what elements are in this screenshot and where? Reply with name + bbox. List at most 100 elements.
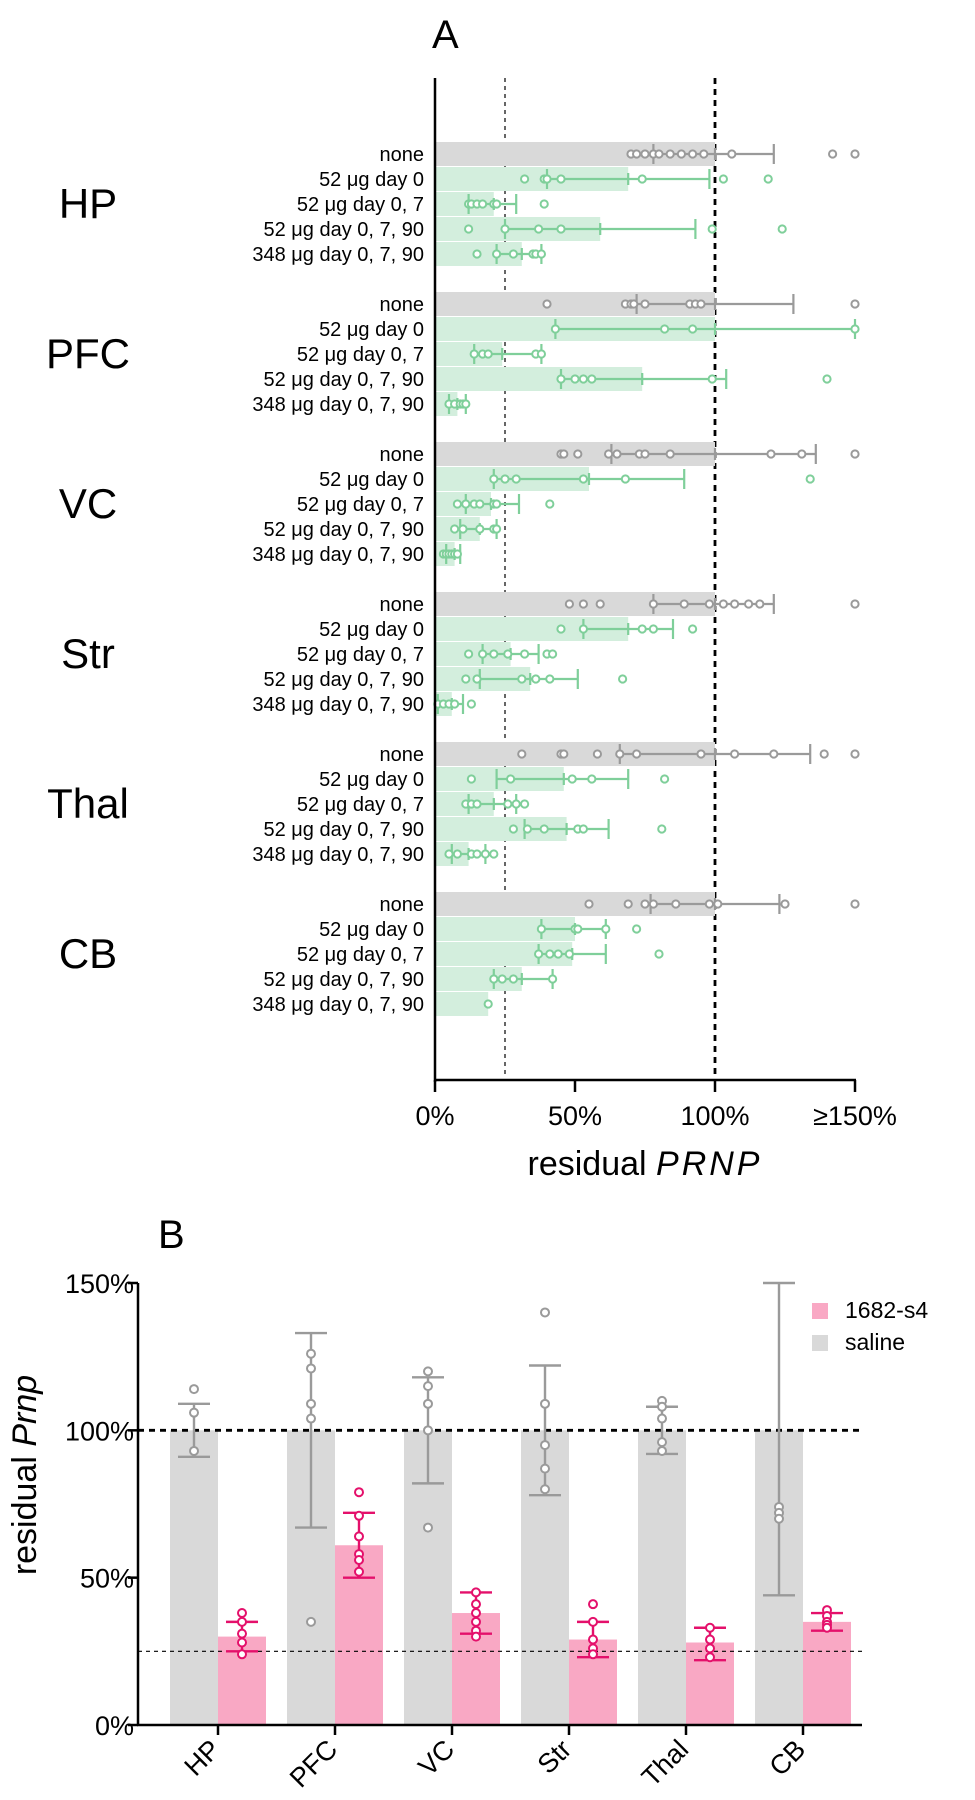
panel-b-point-treatment-VC-0 <box>471 1587 481 1598</box>
panel-a-point-Thal-3-5 <box>657 824 667 834</box>
panel-b-point-saline-PFC-4 <box>306 1616 316 1627</box>
panel-a-row-label: 52 μg day 0, 7, 90 <box>263 519 424 541</box>
panel-a-x-axis-label: residual PRNP <box>528 1145 763 1183</box>
panel-a-point-PFC-4-4 <box>461 399 471 409</box>
panel-a-point-HP-3-1 <box>500 224 510 234</box>
panel-a-point-Str-0-1 <box>578 599 589 609</box>
panel-a-point-HP-1-0 <box>520 174 530 184</box>
panel-a-point-Thal-0-8 <box>769 749 779 759</box>
panel-a-point-VC-1-2 <box>511 474 521 484</box>
panel-b-point-saline-Thal-3 <box>657 1437 667 1448</box>
panel-a-point-PFC-3-1 <box>570 374 580 384</box>
panel-a-point-VC-0-1 <box>559 449 569 459</box>
panel-a-point-Str-0-10 <box>850 599 860 609</box>
panel-a-point-VC-2-3 <box>475 499 485 509</box>
panel-b-point-treatment-Str-0 <box>588 1599 598 1610</box>
panel-a-point-Str-3-2 <box>517 674 527 684</box>
panel-a-point-Str-3-0 <box>461 674 471 684</box>
panel-a-point-VC-0-3 <box>604 449 614 459</box>
panel-a-point-PFC-0-8 <box>850 299 860 309</box>
panel-a-point-HP-0-8 <box>699 149 709 159</box>
panel-b-point-saline-VC-4 <box>423 1522 433 1533</box>
panel-b-legend-swatch-1682-s4 <box>812 1303 828 1319</box>
panel-a-point-HP-2-3 <box>478 199 488 209</box>
panel-b-point-saline-HP-1 <box>189 1407 199 1418</box>
panel-b-x-tick-label-PFC: PFC <box>284 1734 343 1793</box>
panel-a-row-label: 348 μg day 0, 7, 90 <box>252 394 424 416</box>
panel-b-point-saline-Thal-4 <box>657 1445 667 1456</box>
panel-a-point-Str-3-3 <box>531 674 541 684</box>
panel-b-point-treatment-PFC-2 <box>354 1531 364 1542</box>
panel-a-chart: none 52 μg day 0 52 μg day 0, 7 52 μg day 0… <box>46 78 897 1183</box>
panel-a-point-HP-0-6 <box>676 149 687 159</box>
panel-a-point-Thal-2-5 <box>520 799 530 809</box>
panel-b-point-treatment-Thal-3 <box>705 1652 715 1663</box>
panel-a-point-HP-4-1 <box>492 249 502 259</box>
panel-b-point-treatment-Str-1 <box>588 1616 598 1627</box>
panel-b-point-saline-CB-2 <box>774 1513 784 1524</box>
panel-a-point-CB-2-4 <box>654 949 664 959</box>
panel-b-point-treatment-HP-2 <box>237 1628 247 1639</box>
panel-a-point-PFC-3-5 <box>822 374 832 384</box>
panel-a-point-PFC-0-0 <box>542 299 552 309</box>
panel-a-point-PFC-2-2 <box>483 349 493 359</box>
panel-a-row-label: 348 μg day 0, 7, 90 <box>252 694 424 716</box>
panel-a-point-Thal-1-0 <box>466 774 476 784</box>
panel-a-point-PFC-3-0 <box>556 374 566 384</box>
panel-a-point-HP-1-6 <box>763 174 773 184</box>
panel-a-point-VC-1-3 <box>578 474 589 484</box>
panel-a-point-HP-3-4 <box>707 224 717 234</box>
panel-b-point-saline-PFC-3 <box>306 1413 316 1424</box>
panel-a-point-HP-1-4 <box>637 174 647 184</box>
panel-a-point-VC-0-10 <box>850 449 860 459</box>
panel-a-point-Str-0-0 <box>564 599 575 609</box>
panel-a-point-Str-2-2 <box>489 649 499 659</box>
panel-a-point-Str-4-4 <box>466 699 476 709</box>
panel-b-x-tick-label-CB: CB <box>764 1734 812 1782</box>
panel-a-point-Str-2-4 <box>520 649 530 659</box>
panel-a-row-label: none <box>380 594 425 616</box>
panel-a-point-PFC-3-4 <box>707 374 717 384</box>
panel-a-row-label: none <box>380 294 425 316</box>
panel-a-point-VC-2-6 <box>545 499 555 509</box>
panel-a-row-label: 52 μg day 0, 7, 90 <box>263 819 424 841</box>
panel-b-x-tick-label-Str: Str <box>532 1734 578 1780</box>
panel-b-point-saline-Str-2 <box>540 1440 550 1451</box>
panel-b-point-treatment-Thal-0 <box>705 1622 715 1633</box>
panel-b-point-saline-VC-0 <box>423 1366 433 1377</box>
panel-b-point-treatment-VC-5 <box>471 1631 481 1642</box>
panel-b-y-axis-label: residual Prnp <box>6 1375 44 1575</box>
panel-a-bar-CB-4 <box>435 992 489 1016</box>
panel-b-point-treatment-VC-3 <box>471 1616 481 1627</box>
panel-a-point-VC-1-1 <box>500 474 510 484</box>
panel-b-point-treatment-Str-4 <box>588 1649 598 1660</box>
panel-a-point-CB-0-1 <box>623 899 633 909</box>
panel-b-x-tick-label-HP: HP <box>179 1734 227 1782</box>
panel-b-point-treatment-Thal-1 <box>705 1634 715 1645</box>
panel-a-point-VC-1-5 <box>805 474 815 484</box>
panel-a-point-PFC-2-4 <box>536 349 547 359</box>
panel-a-point-PFC-1-2 <box>688 324 698 334</box>
panel-b-point-treatment-PFC-1 <box>354 1510 364 1521</box>
panel-a-point-VC-0-8 <box>766 449 776 459</box>
panel-a-row-label: 52 μg day 0, 7 <box>297 794 424 816</box>
panel-a-row-label: 348 μg day 0, 7, 90 <box>252 244 424 266</box>
panel-a-point-Thal-4-5 <box>489 849 499 859</box>
panel-a-row-label: 52 μg day 0, 7 <box>297 494 424 516</box>
panel-a-point-CB-3-0 <box>489 974 499 984</box>
panel-a-point-Thal-0-5 <box>632 749 642 759</box>
panel-a-row-label: 52 μg day 0, 7 <box>297 644 424 666</box>
panel-a-point-VC-0-2 <box>573 449 583 459</box>
panel-a-point-Str-0-7 <box>730 599 740 609</box>
panel-a-row-label: 52 μg day 0 <box>319 619 424 641</box>
panel-a-point-CB-0-8 <box>850 899 860 909</box>
panel-a-point-Thal-1-1 <box>506 774 516 784</box>
panel-a-region-label-HP: HP <box>59 180 117 227</box>
panel-a-region-label-PFC: PFC <box>46 330 130 377</box>
panel-a-point-CB-0-7 <box>780 899 790 909</box>
panel-a-point-Str-1-1 <box>578 624 589 634</box>
panel-a-point-Thal-4-1 <box>452 849 462 859</box>
panel-a-point-PFC-1-0 <box>550 324 561 334</box>
panel-a-point-Thal-0-4 <box>615 749 625 759</box>
